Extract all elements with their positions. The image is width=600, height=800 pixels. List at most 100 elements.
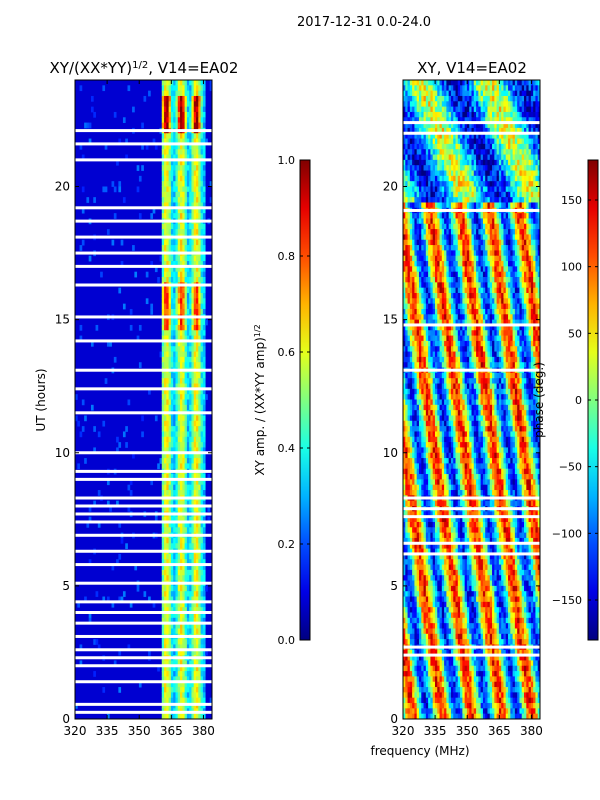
heatmap-cell	[120, 261, 124, 267]
heatmap-cell	[184, 202, 188, 209]
heatmap-cell	[180, 639, 183, 645]
heatmap-cell	[423, 229, 427, 235]
heatmap-cell	[170, 687, 174, 693]
heatmap-cell	[200, 644, 204, 651]
heatmap-cell	[524, 245, 527, 251]
heatmap-cell	[161, 506, 165, 512]
heatmap-cell	[489, 106, 493, 113]
heatmap-cell	[200, 340, 204, 347]
heatmap-cell	[177, 85, 181, 92]
heatmap-cell	[180, 122, 183, 129]
heatmap-cell	[485, 165, 488, 171]
heatmap-cell	[173, 601, 176, 608]
heatmap-cell	[462, 80, 466, 86]
heatmap-cell	[191, 521, 195, 528]
heatmap-cell	[528, 197, 532, 203]
heatmap-cell	[193, 335, 197, 342]
heatmap-cell	[480, 106, 484, 113]
heatmap-cell	[202, 255, 206, 262]
heatmap-cell	[448, 122, 452, 129]
heatmap-cell	[464, 138, 468, 145]
heatmap-cell	[184, 277, 188, 283]
heatmap-cell	[166, 271, 170, 278]
heatmap-cell	[200, 159, 204, 166]
heatmap-cell	[180, 649, 183, 656]
heatmap-cell	[446, 90, 450, 97]
heatmap-cell	[430, 138, 434, 145]
heatmap-cell	[184, 692, 188, 699]
heatmap-cell	[469, 266, 472, 273]
heatmap-cell	[492, 154, 495, 161]
heatmap-cell	[193, 559, 197, 565]
heatmap-cell	[455, 261, 459, 267]
heatmap-cell	[191, 404, 195, 411]
heatmap-cell	[106, 229, 110, 235]
heatmap-cell	[138, 213, 142, 219]
heatmap-cell	[164, 261, 167, 267]
heatmap-cell	[533, 223, 536, 230]
heatmap-cell	[432, 245, 436, 251]
heatmap-cell	[498, 197, 502, 203]
heatmap-cell	[164, 564, 167, 571]
heatmap-cell	[448, 202, 452, 209]
heatmap-cell	[88, 138, 92, 145]
heatmap-cell	[437, 218, 440, 225]
heatmap-cell	[93, 447, 96, 454]
heatmap-cell	[180, 585, 183, 592]
heatmap-cell	[200, 293, 204, 299]
heatmap-cell	[177, 191, 181, 198]
heatmap-cell	[450, 250, 454, 257]
heatmap-cell	[189, 287, 192, 294]
heatmap-cell	[425, 149, 429, 155]
heatmap-cell	[416, 287, 420, 294]
heatmap-cell	[196, 277, 199, 283]
panel1-title: XY/(XX*YY)1/2, V14=EA02	[50, 59, 239, 77]
heatmap-cell	[503, 133, 507, 139]
heatmap-cell	[166, 362, 170, 368]
heatmap-cell	[164, 372, 167, 379]
heatmap-cell	[189, 346, 192, 352]
heatmap-cell	[428, 90, 431, 97]
heatmap-cell	[182, 484, 185, 491]
heatmap-cell	[462, 202, 466, 209]
heatmap-cell	[170, 527, 174, 534]
heatmap-cell	[423, 159, 427, 166]
heatmap-cell	[180, 527, 183, 534]
heatmap-cell	[180, 324, 183, 331]
heatmap-cell	[510, 245, 513, 251]
heatmap-cell	[530, 191, 534, 198]
heatmap-cell	[193, 143, 197, 150]
heatmap-cell	[168, 266, 172, 273]
heatmap-cell	[466, 239, 470, 246]
heatmap-cell	[93, 500, 96, 507]
heatmap-cell	[202, 479, 206, 486]
heatmap-cell	[407, 149, 411, 155]
heatmap-cell	[446, 133, 450, 139]
heatmap-cell	[177, 447, 181, 454]
heatmap-cell	[526, 138, 529, 145]
heatmap-cell	[166, 245, 170, 251]
heatmap-cell	[177, 122, 181, 129]
heatmap-cell	[198, 111, 201, 118]
heatmap-cell	[170, 239, 174, 246]
heatmap-cell	[180, 490, 183, 496]
heatmap-cell	[177, 239, 181, 246]
heatmap-cell	[460, 277, 463, 283]
heatmap-cell	[489, 234, 493, 241]
heatmap-cell	[191, 436, 195, 443]
heatmap-cell	[407, 223, 411, 230]
heatmap-cell	[191, 266, 195, 273]
heatmap-cell	[177, 671, 181, 677]
heatmap-cell	[473, 106, 477, 113]
heatmap-cell	[510, 261, 513, 267]
heatmap-cell	[494, 245, 498, 251]
heatmap-cell	[537, 191, 540, 198]
heatmap-cell	[421, 229, 424, 235]
heatmap-cell	[168, 527, 172, 534]
heatmap-cell	[161, 527, 165, 534]
heatmap-cell	[455, 111, 459, 118]
heatmap-cell	[198, 378, 201, 384]
heatmap-cell	[512, 282, 516, 289]
heatmap-cell	[434, 250, 438, 257]
heatmap-cell	[189, 133, 192, 139]
